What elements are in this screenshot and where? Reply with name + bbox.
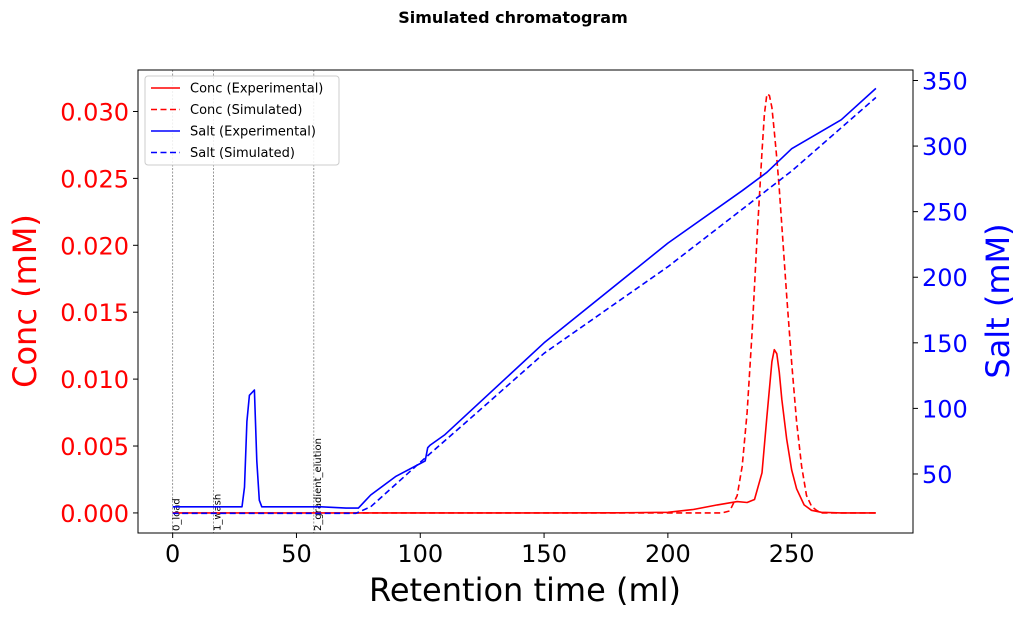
y-axis-right: 50 100 150 200 250 300 350	[913, 67, 968, 489]
legend-box	[144, 75, 340, 166]
y-right-tick-label: 350	[922, 67, 968, 95]
y-left-tick-label: 0.010	[60, 366, 129, 394]
legend-label: Conc (Experimental)	[190, 82, 323, 97]
phase-marker-label: 2_gradient_elution	[313, 438, 324, 531]
y-left-tick-label: 0.020	[60, 232, 129, 260]
y-right-tick-label: 150	[922, 330, 968, 358]
y-right-tick-label: 200	[922, 264, 968, 292]
y-right-tick-label: 50	[922, 461, 953, 489]
x-tick-label: 100	[397, 540, 443, 568]
y-axis-right-label: Salt (mM)	[979, 223, 1017, 378]
y-axis-left: 0.000 0.005 0.010 0.015 0.020 0.025 0.030	[60, 98, 138, 528]
phase-marker-label: 0_load	[172, 498, 183, 531]
y-right-tick-label: 250	[922, 199, 968, 227]
chart-title: Simulated chromatogram	[398, 8, 628, 27]
legend-label: Conc (Simulated)	[190, 103, 302, 118]
x-tick-label: 50	[281, 540, 312, 568]
plot-frame	[137, 69, 914, 534]
x-axis: 0 50 100 150 200 250	[165, 533, 815, 568]
plot-series	[172, 87, 877, 515]
series-line-1	[172, 93, 876, 514]
series-line-0	[172, 348, 876, 514]
y-right-tick-label: 100	[922, 395, 968, 423]
x-tick-label: 250	[769, 540, 815, 568]
series-line-2	[172, 87, 877, 509]
y-left-tick-label: 0.005	[60, 433, 129, 461]
series-line-3	[172, 96, 877, 515]
y-left-tick-label: 0.015	[60, 299, 129, 327]
x-tick-label: 150	[521, 540, 567, 568]
y-right-tick-label: 300	[922, 133, 968, 161]
legend: Conc (Experimental) Conc (Simulated) Salt …	[144, 75, 340, 166]
y-left-tick-label: 0.000	[60, 500, 129, 528]
x-tick-label: 200	[645, 540, 691, 568]
x-axis-label: Retention time (ml)	[369, 571, 681, 609]
legend-label: Salt (Simulated)	[190, 146, 295, 161]
y-left-tick-label: 0.025	[60, 165, 129, 193]
y-axis-left-label: Conc (mM)	[6, 214, 44, 388]
y-left-tick-label: 0.030	[60, 98, 129, 126]
legend-label: Salt (Experimental)	[190, 125, 316, 140]
x-tick-label: 0	[165, 540, 180, 568]
